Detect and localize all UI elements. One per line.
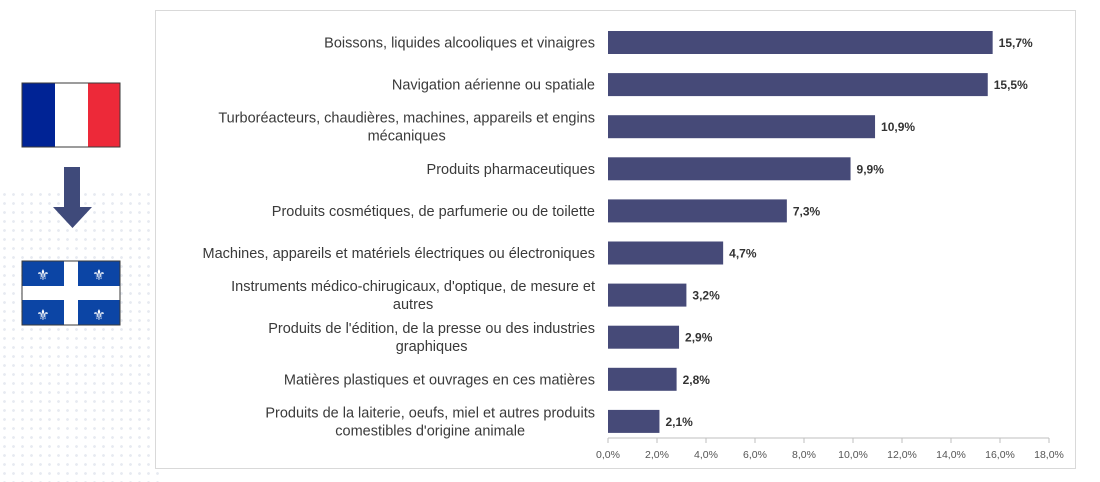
x-tick-label: 6,0% xyxy=(743,449,767,461)
x-tick-label: 8,0% xyxy=(792,449,816,461)
bar-value-label: 4,7% xyxy=(729,247,757,261)
value-labels-layer: 15,7% 15,5% 10,9% 9,9% 7,3% 4,7% 3,2% 2,9% 2,8% 2… xyxy=(665,36,1033,429)
quebec-flag-icon: ⚜ ⚜ ⚜ ⚜ xyxy=(21,260,121,326)
bar-chart: Boissons, liquides alcooliques et vinaig… xyxy=(202,31,1064,461)
bars-layer xyxy=(608,31,993,433)
x-tick-label: 16,0% xyxy=(985,449,1015,461)
bar-value-label: 15,5% xyxy=(994,78,1028,92)
bar xyxy=(608,157,851,181)
bar xyxy=(608,31,993,54)
category-label: mécaniques xyxy=(368,129,446,145)
category-label: Produits de la laiterie, oeufs, miel et … xyxy=(265,405,595,421)
france-flag-icon xyxy=(21,82,121,148)
x-tick-label: 0,0% xyxy=(596,449,620,461)
category-label: Matières plastiques et ouvrages en ces m… xyxy=(284,372,595,388)
bar-value-label: 2,1% xyxy=(665,415,693,429)
bar xyxy=(608,283,687,307)
bar xyxy=(608,325,680,349)
category-label: Produits pharmaceutiques xyxy=(427,162,595,178)
svg-text:⚜: ⚜ xyxy=(36,306,49,324)
bar xyxy=(608,241,724,265)
bar-value-label: 10,9% xyxy=(881,120,915,134)
x-tick-label: 14,0% xyxy=(936,449,966,461)
bar xyxy=(608,115,876,139)
svg-text:⚜: ⚜ xyxy=(92,306,105,324)
bar-value-label: 7,3% xyxy=(793,204,821,218)
x-tick-label: 4,0% xyxy=(694,449,718,461)
bar-value-label: 2,8% xyxy=(683,373,711,387)
chart-panel: Boissons, liquides alcooliques et vinaig… xyxy=(155,10,1076,469)
x-tick-label: 10,0% xyxy=(838,449,868,461)
svg-text:⚜: ⚜ xyxy=(36,266,49,284)
svg-text:⚜: ⚜ xyxy=(92,266,105,284)
bar xyxy=(608,73,988,97)
bar xyxy=(608,409,660,433)
category-label: Machines, appareils et matériels électri… xyxy=(202,246,595,262)
bar-value-label: 15,7% xyxy=(999,36,1033,50)
category-label: Navigation aérienne ou spatiale xyxy=(392,78,595,94)
bar-value-label: 9,9% xyxy=(857,162,885,176)
category-label: autres xyxy=(393,297,433,313)
flags-graphic: ⚜ ⚜ ⚜ ⚜ xyxy=(21,82,121,326)
x-tick-label: 18,0% xyxy=(1034,449,1064,461)
category-label: graphiques xyxy=(396,339,468,355)
category-labels-layer: Boissons, liquides alcooliques et vinaig… xyxy=(202,36,595,440)
x-axis: 0,0% 2,0% 4,0% 6,0% 8,0% 10,0% 12,0% 14,0% 16,0%… xyxy=(596,437,1064,461)
bar xyxy=(608,199,787,223)
bar xyxy=(608,367,677,391)
category-label: Boissons, liquides alcooliques et vinaig… xyxy=(324,36,595,52)
category-label: Produits de l'édition, de la presse ou d… xyxy=(268,321,595,337)
arrow-down-icon xyxy=(53,167,92,228)
category-label: Instruments médico-chirugicaux, d'optiqu… xyxy=(231,279,595,295)
dot-pattern-decoration xyxy=(0,190,160,482)
x-tick-label: 2,0% xyxy=(645,449,669,461)
category-label: Turboréacteurs, chaudières, machines, ap… xyxy=(218,111,595,127)
x-tick-label: 12,0% xyxy=(887,449,917,461)
fleur-de-lis-icons: ⚜ ⚜ ⚜ ⚜ xyxy=(36,266,105,324)
bar-value-label: 2,9% xyxy=(685,331,713,345)
bar-value-label: 3,2% xyxy=(692,289,720,303)
category-label: comestibles d'origine animale xyxy=(335,423,525,439)
category-label: Produits cosmétiques, de parfumerie ou d… xyxy=(272,204,595,220)
